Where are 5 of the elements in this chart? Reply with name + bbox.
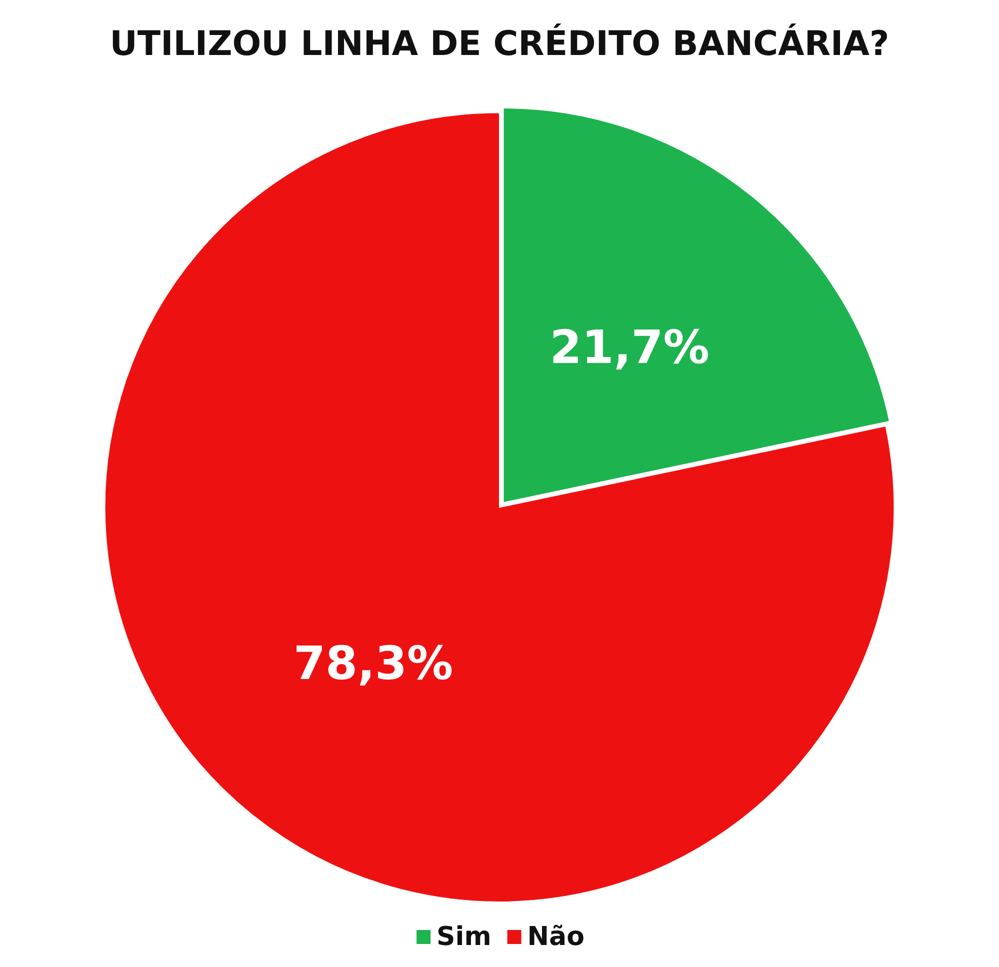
chart-title: UTILIZOU LINHA DE CRÉDITO BANCÁRIA? [110, 23, 890, 64]
data-label: 78,3% [293, 636, 454, 690]
legend-label: Sim [436, 922, 492, 952]
data-label: 21,7% [550, 320, 710, 374]
legend-label: Não [527, 922, 584, 952]
